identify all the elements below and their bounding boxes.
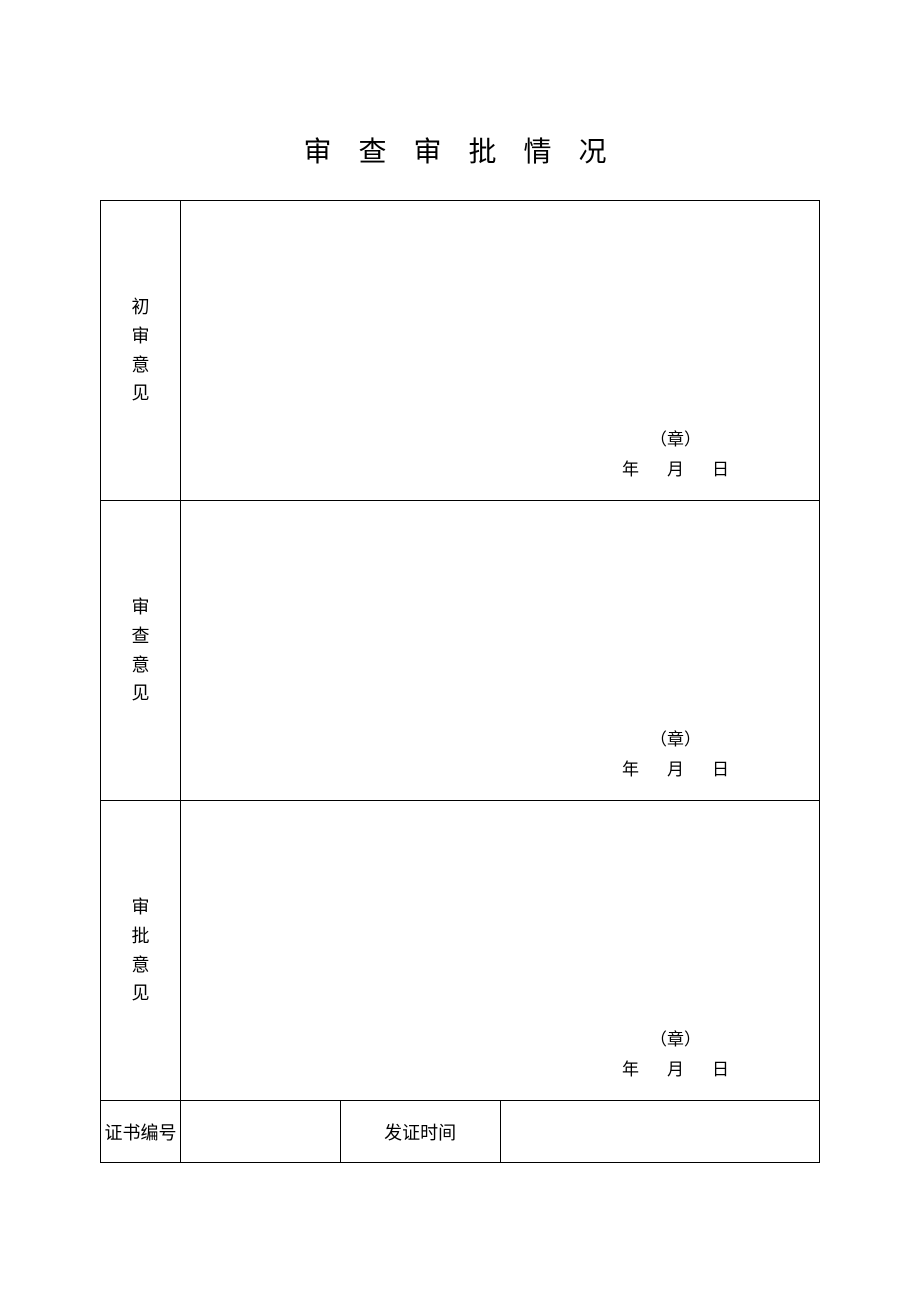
date-line: 年月日	[622, 755, 729, 780]
stamp-label: （章）	[622, 425, 729, 450]
footer-row: 证书编号 发证时间	[101, 1101, 820, 1163]
stamp-area: （章） 年 月 日	[622, 725, 729, 780]
opinion-cell: （章） 年 月 日	[181, 201, 820, 501]
stamp-label: （章）	[622, 725, 729, 750]
date-month: 月	[667, 460, 684, 479]
date-year: 年	[622, 1060, 639, 1079]
vertical-label: 初 审 意 见	[132, 293, 150, 408]
table-row: 初 审 意 见 （章） 年 月 日	[101, 201, 820, 501]
date-line: 年月日	[622, 1055, 729, 1080]
vertical-label: 审 查 意 见	[132, 593, 150, 708]
cert-no-value	[181, 1101, 341, 1163]
date-year: 年	[622, 760, 639, 779]
label-char: 初	[132, 293, 150, 322]
label-char: 审	[132, 893, 150, 922]
page-title: 审 查 审 批 情 况	[100, 130, 820, 170]
date-day: 日	[712, 760, 729, 779]
table-row: 审 查 意 见 （章） 年 月 日	[101, 501, 820, 801]
date-line: 年月日	[622, 455, 729, 480]
opinion-cell: （章） 年 月 日	[181, 501, 820, 801]
opinion-cell: （章） 年 月 日	[181, 801, 820, 1101]
stamp-label: （章）	[622, 1025, 729, 1050]
label-char: 见	[132, 679, 150, 708]
row-label-cell: 审 批 意 见	[101, 801, 181, 1101]
date-year: 年	[622, 460, 639, 479]
label-char: 审	[132, 322, 150, 351]
date-day: 日	[712, 1060, 729, 1079]
date-day: 日	[712, 460, 729, 479]
label-char: 查	[132, 622, 150, 651]
label-char: 见	[132, 379, 150, 408]
date-month: 月	[667, 760, 684, 779]
label-char: 批	[132, 922, 150, 951]
label-char: 意	[132, 651, 150, 680]
cert-no-label: 证书编号	[101, 1101, 181, 1163]
issue-date-label: 发证时间	[340, 1101, 500, 1163]
table-row: 审 批 意 见 （章） 年 月 日	[101, 801, 820, 1101]
vertical-label: 审 批 意 见	[132, 893, 150, 1008]
document-page: 审 查 审 批 情 况 初 审 意 见 （章） 年月日	[0, 0, 920, 1163]
row-label-cell: 初 审 意 见	[101, 201, 181, 501]
label-char: 意	[132, 951, 150, 980]
label-char: 见	[132, 979, 150, 1008]
row-label-cell: 审 查 意 见	[101, 501, 181, 801]
label-char: 意	[132, 351, 150, 380]
approval-table: 初 审 意 见 （章） 年月日 审 查	[100, 200, 820, 1163]
stamp-area: （章） 年 月 日	[622, 425, 729, 480]
label-char: 审	[132, 593, 150, 622]
stamp-area: （章） 年 月 日	[622, 1025, 729, 1080]
issue-date-value	[500, 1101, 820, 1163]
date-month: 月	[667, 1060, 684, 1079]
